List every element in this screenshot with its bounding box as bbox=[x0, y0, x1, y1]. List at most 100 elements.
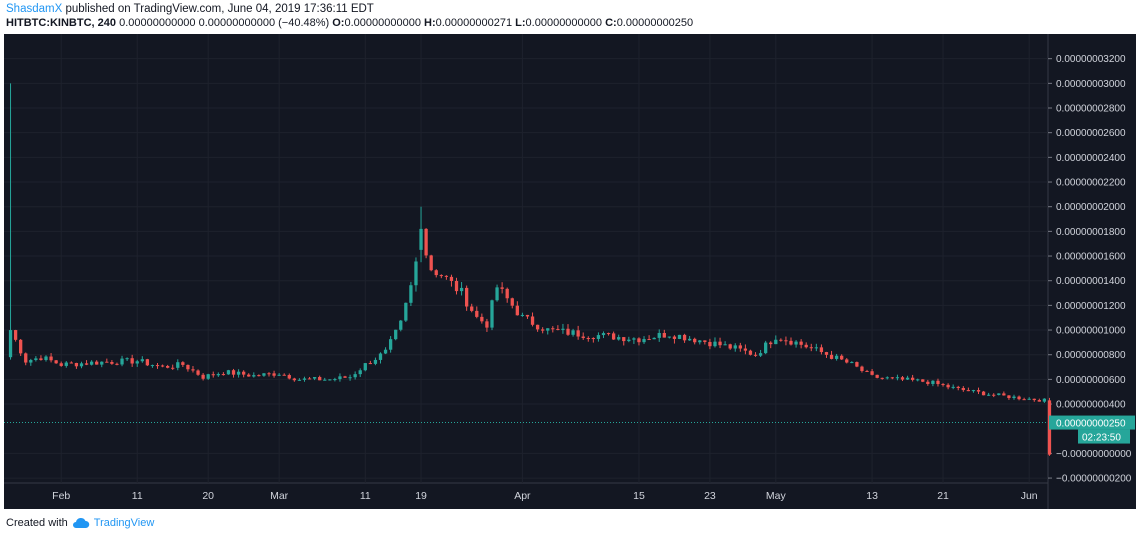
candle-body bbox=[328, 379, 332, 381]
candle-body bbox=[196, 370, 200, 375]
candle-body bbox=[870, 371, 874, 375]
candle-body bbox=[753, 354, 758, 356]
candle-body bbox=[383, 349, 388, 354]
candle-body bbox=[353, 374, 357, 378]
candlestick-chart[interactable]: 0.00000003200 0.00000003000 0.00000002800 0… bbox=[4, 34, 1136, 509]
candle-body bbox=[373, 359, 378, 364]
candle-body bbox=[829, 354, 834, 359]
candle-body bbox=[992, 394, 996, 396]
y-tick-label: −0.00000000000 bbox=[1056, 449, 1132, 460]
y-tick-label: 0.00000001800 bbox=[1056, 227, 1126, 238]
candle-body bbox=[703, 340, 707, 342]
candle-body bbox=[961, 387, 965, 391]
candle-body bbox=[24, 353, 28, 363]
x-tick-label: 11 bbox=[360, 490, 371, 502]
countdown-label: 02:23:50 bbox=[1082, 433, 1121, 444]
candle-body bbox=[1002, 393, 1006, 396]
candle-body bbox=[571, 330, 575, 335]
candle-body bbox=[368, 363, 373, 365]
candle-body bbox=[262, 373, 266, 376]
candle-body bbox=[1007, 395, 1011, 399]
candle-body bbox=[551, 328, 555, 330]
candle-body bbox=[556, 328, 560, 330]
candle-body bbox=[1012, 396, 1016, 399]
x-tick-label: 21 bbox=[937, 490, 949, 502]
candle-body bbox=[206, 374, 210, 379]
candle-body bbox=[171, 367, 175, 369]
last-price-label: 0.00000000250 bbox=[1056, 419, 1126, 430]
candle-body bbox=[809, 347, 813, 349]
x-tick-label: 11 bbox=[132, 490, 143, 502]
x-tick-label: 15 bbox=[633, 490, 645, 502]
candle-body bbox=[459, 287, 464, 292]
candle-body bbox=[444, 275, 449, 277]
candle-body bbox=[546, 328, 550, 331]
candle-body bbox=[505, 288, 509, 299]
candle-body bbox=[525, 314, 530, 317]
candle-body bbox=[845, 359, 849, 363]
candle-body bbox=[764, 342, 768, 354]
candle-body bbox=[814, 347, 818, 349]
candle-body bbox=[236, 371, 241, 375]
chart-container[interactable]: 0.00000003200 0.00000003000 0.00000002800 0… bbox=[4, 34, 1136, 509]
candle-body bbox=[19, 339, 23, 354]
open-value: 0.00000000000 bbox=[344, 17, 421, 29]
candle-body bbox=[165, 366, 170, 368]
candle-body bbox=[677, 334, 682, 339]
candle-body bbox=[890, 377, 895, 379]
candle-body bbox=[900, 377, 905, 380]
candle-body bbox=[515, 305, 519, 316]
candle-body bbox=[312, 377, 317, 379]
candle-body bbox=[784, 340, 788, 342]
candle-body bbox=[247, 374, 251, 377]
footer: Created with TradingView bbox=[6, 517, 154, 529]
time-axis-background[interactable] bbox=[4, 483, 1048, 509]
last-price-tag[interactable] bbox=[1049, 415, 1135, 430]
countdown-tag bbox=[1078, 429, 1130, 444]
high-value: 0.00000000271 bbox=[435, 17, 513, 29]
candle-body bbox=[186, 364, 190, 370]
candle-body bbox=[140, 359, 144, 362]
candle-body bbox=[424, 228, 428, 256]
candle-body bbox=[850, 362, 854, 364]
candle-body bbox=[794, 341, 798, 345]
candle-body bbox=[926, 381, 930, 384]
candle-body bbox=[779, 339, 783, 341]
candle-body bbox=[323, 379, 327, 381]
candle-body bbox=[470, 306, 474, 311]
candle-body bbox=[687, 338, 692, 341]
y-tick-label: 0.00000002400 bbox=[1056, 153, 1126, 164]
tradingview-brand[interactable]: TradingView bbox=[93, 517, 155, 529]
candle-body bbox=[252, 375, 256, 377]
candle-body bbox=[100, 361, 104, 365]
created-with-text: Created with bbox=[6, 517, 68, 529]
published-text: published on TradingView.com, June 04, 2… bbox=[65, 3, 374, 15]
candle-body bbox=[647, 339, 651, 341]
candle-body bbox=[880, 377, 884, 379]
x-tick-label: 20 bbox=[202, 490, 214, 502]
candle-body bbox=[363, 363, 367, 371]
candle-body bbox=[769, 342, 773, 345]
candle-body bbox=[586, 338, 590, 340]
candle-body bbox=[627, 339, 631, 342]
author-link[interactable]: ShasdamX bbox=[6, 3, 63, 15]
candle-body bbox=[951, 386, 955, 388]
candle-body bbox=[242, 371, 246, 375]
candle-body bbox=[865, 370, 869, 372]
y-tick-label: 0.00000002600 bbox=[1056, 128, 1126, 139]
candle-body bbox=[150, 365, 155, 367]
candle-body bbox=[277, 374, 281, 376]
candle-body bbox=[394, 329, 398, 340]
y-tick-label: 0.00000000800 bbox=[1056, 350, 1126, 361]
y-tick-label: 0.00000003000 bbox=[1056, 79, 1126, 90]
low-label: L: bbox=[515, 17, 526, 29]
candle-body bbox=[226, 370, 231, 375]
candle-body bbox=[292, 378, 296, 381]
candle-body bbox=[758, 353, 763, 356]
candle-body bbox=[191, 369, 195, 371]
candle-body bbox=[343, 376, 347, 378]
candle-body bbox=[429, 255, 433, 271]
candle-body bbox=[601, 333, 606, 336]
candle-body bbox=[231, 370, 236, 375]
candle-body bbox=[596, 335, 601, 339]
